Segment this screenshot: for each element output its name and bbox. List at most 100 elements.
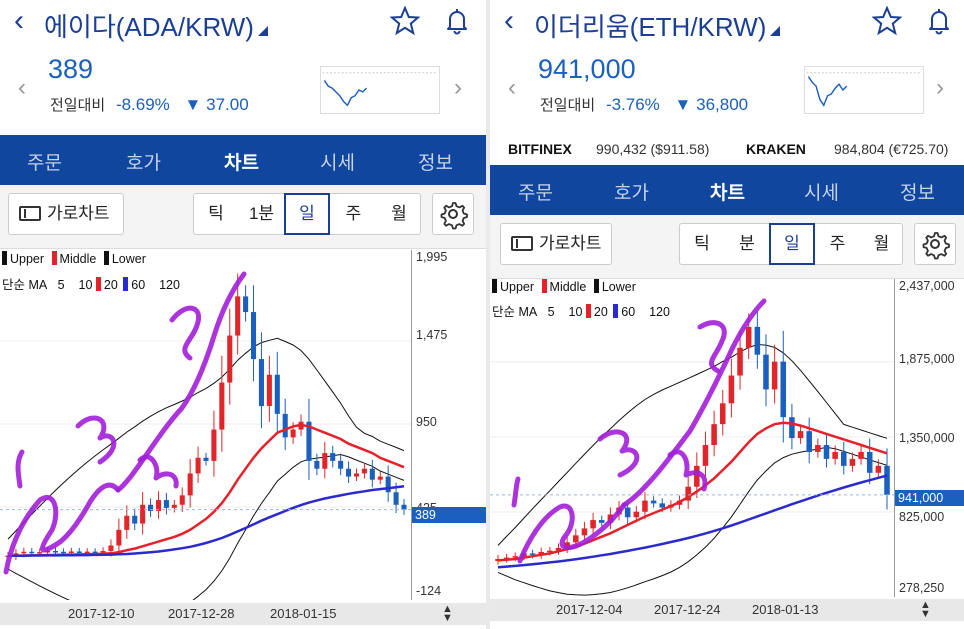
candle-body <box>538 552 544 555</box>
back-icon[interactable]: ‹ <box>14 4 24 37</box>
header: ‹ 에이다(ADA/KRW) <box>0 0 486 48</box>
candle-body <box>624 507 631 518</box>
annotation-mark-3 <box>597 429 640 478</box>
candle-body <box>92 551 98 554</box>
tab-bar: 주문 호가 차트 시세 정보 <box>490 165 964 215</box>
x-axis-bar[interactable]: 2017-12-04 2017-12-24 2018-01-13 ▲ ▼ <box>490 599 964 621</box>
y-axis-label: 1,350,000 <box>899 431 955 445</box>
exchange-prices: BITFINEX 990,432 ($911.58) KRAKEN 984,80… <box>490 133 964 165</box>
landscape-chart-button[interactable]: 가로차트 <box>8 193 124 235</box>
candle-body <box>797 431 804 439</box>
candle-body <box>598 520 605 523</box>
candle-body <box>29 551 35 554</box>
bell-icon[interactable] <box>924 6 954 36</box>
tab-bar: 주문 호가 차트 시세 정보 <box>0 135 486 185</box>
period-month[interactable]: 월 <box>391 204 407 223</box>
candlestick-chart <box>490 298 895 596</box>
zoom-handle-icon[interactable]: ▲ ▼ <box>442 603 453 624</box>
annotation-mark-5 <box>169 305 202 361</box>
price-chart-area[interactable]: Upper Middle Lower 단순 MA 5 10 20 60 120 … <box>0 250 486 629</box>
chart-settings-button[interactable] <box>914 223 956 265</box>
candle-body <box>148 504 154 512</box>
gear-icon <box>440 202 468 230</box>
period-tick[interactable]: 틱 <box>694 234 710 253</box>
x-axis-label: 2018-01-13 <box>752 602 819 617</box>
next-arrow-icon[interactable]: › <box>454 74 462 101</box>
landscape-label: 가로차트 <box>539 234 602 253</box>
coin-title[interactable]: 이더리움(ETH/KRW) <box>534 7 781 44</box>
candle-body <box>116 529 122 546</box>
period-tick[interactable]: 틱 <box>208 204 224 223</box>
candle-body <box>529 553 536 555</box>
tab-order[interactable]: 주문 <box>518 183 553 204</box>
candle-body <box>789 417 795 439</box>
candle-body <box>68 551 74 553</box>
period-minute[interactable]: 분 <box>739 234 755 253</box>
candle-body <box>227 335 233 383</box>
star-icon[interactable] <box>390 6 420 36</box>
candle-body <box>875 465 882 473</box>
star-icon[interactable] <box>872 6 902 36</box>
landscape-chart-button[interactable]: 가로차트 <box>500 223 612 265</box>
tab-chart[interactable]: 차트 <box>710 183 745 204</box>
y-axis-label: -124 <box>416 584 442 598</box>
change-label: 전일대비 <box>50 97 106 114</box>
y-axis-label: 1,995 <box>416 250 448 264</box>
candle-body <box>84 551 90 554</box>
tab-market[interactable]: 시세 <box>320 153 355 174</box>
chart-settings-button[interactable] <box>432 193 474 235</box>
price-summary: ‹ 941,000 전일대비 -3.76% ▼ 36,800 › <box>490 50 964 122</box>
period-week[interactable]: 주 <box>829 234 846 253</box>
y-axis-label: 2,437,000 <box>899 279 955 293</box>
x-axis-label: 2017-12-04 <box>556 602 623 617</box>
y-axis-label: 825,000 <box>899 510 945 524</box>
candle-body <box>823 445 830 459</box>
prev-arrow-icon[interactable]: ‹ <box>508 74 516 101</box>
x-axis-label: 2018-01-15 <box>270 606 337 621</box>
period-minute[interactable]: 1분 <box>248 204 275 223</box>
tab-market[interactable]: 시세 <box>804 183 839 204</box>
price-chart-area[interactable]: Upper Middle Lower 단순 MA 5 10 20 60 120 … <box>490 279 964 629</box>
y-axis-label: 278,250 <box>899 581 945 595</box>
period-day[interactable]: 일 <box>284 193 330 235</box>
next-arrow-icon[interactable]: › <box>936 74 944 101</box>
candle-body <box>37 552 43 554</box>
exchange-value: 990,432 ($911.58) <box>596 141 710 157</box>
tab-orderbook[interactable]: 호가 <box>126 153 161 174</box>
tab-info[interactable]: 정보 <box>900 183 935 204</box>
coin-title[interactable]: 에이다(ADA/KRW) <box>44 7 268 44</box>
candle-body <box>21 551 27 554</box>
y-axis-label: 950 <box>416 415 437 429</box>
change-percent: -3.76% <box>605 95 660 114</box>
candle-body <box>581 528 588 536</box>
period-day[interactable]: 일 <box>769 223 815 265</box>
period-month[interactable]: 월 <box>873 234 890 253</box>
candle-body <box>815 445 821 452</box>
gear-icon <box>922 232 950 260</box>
landscape-icon <box>511 236 533 251</box>
tab-order[interactable]: 주문 <box>27 153 62 174</box>
x-axis-label: 2017-12-10 <box>68 606 135 621</box>
exchange-value: 984,804 (€725.70) <box>834 141 949 157</box>
tab-info[interactable]: 정보 <box>418 153 453 174</box>
tab-chart[interactable]: 차트 <box>224 153 259 174</box>
tab-orderbook[interactable]: 호가 <box>614 183 649 204</box>
candle-body <box>60 551 66 554</box>
exchange-name: BITFINEX <box>508 141 572 157</box>
back-icon[interactable]: ‹ <box>504 4 514 37</box>
x-axis-bar[interactable]: 2017-12-10 2017-12-28 2018-01-15 ▲ ▼ <box>0 603 486 625</box>
annotation-mark-4 <box>137 454 179 489</box>
candle-body <box>187 473 193 496</box>
chart-legend-bands: Upper Middle Lower <box>492 279 636 294</box>
candle-body <box>195 457 201 474</box>
zoom-handle-icon[interactable]: ▲ ▼ <box>920 599 931 620</box>
candle-body <box>140 504 146 524</box>
change-percent: -8.69% <box>115 95 170 114</box>
candle-body <box>124 515 130 530</box>
prev-arrow-icon[interactable]: ‹ <box>18 74 26 101</box>
period-week[interactable]: 주 <box>345 204 362 223</box>
bell-icon[interactable] <box>442 6 472 36</box>
candle-body <box>243 296 249 313</box>
annotation-rise <box>115 271 247 493</box>
dropdown-triangle-icon <box>770 26 781 36</box>
